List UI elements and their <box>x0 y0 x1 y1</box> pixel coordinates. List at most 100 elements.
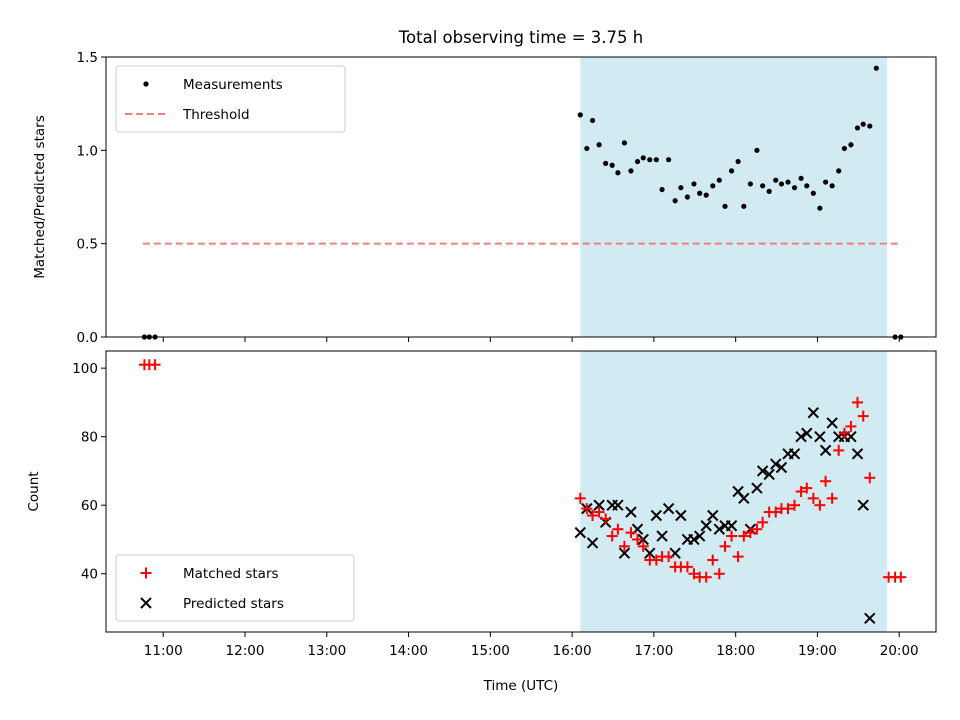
legend-matched-label: Matched stars <box>183 566 279 582</box>
legend-predicted-label: Predicted stars <box>183 596 284 612</box>
x-tick-label: 15:00 <box>471 643 510 659</box>
measurement-point <box>621 140 628 146</box>
predicted-star-point <box>656 530 668 542</box>
matched-star-point <box>681 561 693 573</box>
matched-star-point <box>820 475 832 487</box>
matched-star-point <box>751 523 763 535</box>
legend-x-glyph <box>140 597 152 609</box>
legend-measurements-marker <box>143 81 149 87</box>
predicted-star-point <box>826 417 838 429</box>
measurement-point <box>589 117 596 124</box>
matched-star-point <box>593 506 605 518</box>
x-tick-label: 19:00 <box>798 643 837 659</box>
y-tick-label: 1.0 <box>77 143 98 159</box>
predicted-star-point <box>688 533 700 546</box>
matched-star-point <box>851 396 863 408</box>
ratio-panel: 0.0 0.5 1.0 1.5 Total observing time = 3.75… <box>32 28 937 346</box>
predicted-star-point <box>725 520 738 532</box>
matched-star-point <box>895 571 907 583</box>
measurement-point <box>798 175 804 181</box>
y-tick-label: 0.5 <box>77 237 98 253</box>
count-panel-frame <box>105 350 937 633</box>
matched-star-point <box>632 533 644 545</box>
matched-star-point <box>707 554 719 566</box>
measurement-point <box>778 181 785 187</box>
matched-star-point <box>574 492 586 504</box>
matched-star-point <box>857 410 869 422</box>
measurement-point <box>653 157 659 163</box>
measurement-point <box>754 147 760 153</box>
measurement-point <box>716 177 722 183</box>
measurement-point <box>829 183 835 189</box>
ratio-panel-frame <box>105 56 937 338</box>
predicted-star-point <box>857 499 869 511</box>
measurement-point <box>741 203 747 209</box>
x-tick-label: 16:00 <box>553 643 592 659</box>
measurement-point <box>596 142 602 148</box>
time-x-ticks: 11:00 12:00 13:00 14:00 15:00 16:00 17:00 18:00… <box>144 632 919 659</box>
matched-star-point <box>688 568 700 580</box>
matched-star-point <box>650 554 662 566</box>
measurement-point <box>609 162 615 168</box>
predicted-star-point <box>814 430 826 443</box>
count-panel: 40 60 80 100 11:00 12:00 13:00 14:00 15:00 16:00… <box>26 350 937 694</box>
predicted-star-point <box>650 509 663 522</box>
measurement-point <box>666 157 672 163</box>
y-tick-label: 40 <box>81 567 98 583</box>
predicted-star-point <box>707 509 719 522</box>
y-tick-label: 80 <box>81 430 98 446</box>
measurement-point <box>836 168 842 174</box>
measurement-point <box>728 168 735 174</box>
measurement-point <box>760 183 766 189</box>
predicted-star-point <box>775 461 788 474</box>
y-tick-label: 100 <box>72 361 98 377</box>
predicted-star-point <box>700 520 712 532</box>
measurement-point <box>684 194 691 200</box>
matched-star-point <box>637 540 649 552</box>
measurement-point <box>817 205 823 211</box>
measurement-point <box>860 121 866 127</box>
ratio-legend-box <box>115 65 346 133</box>
matched-star-point <box>738 530 750 542</box>
ratio-y-ticks: 0.0 0.5 1.0 1.5 <box>77 50 106 346</box>
measurement-point <box>640 155 646 161</box>
matched-star-point <box>757 516 769 528</box>
matched-star-point <box>789 499 801 511</box>
x-tick-label: 13:00 <box>307 643 346 659</box>
matched-star-point <box>618 540 630 552</box>
legend-threshold-label: Threshold <box>182 107 250 123</box>
measurement-point <box>577 112 583 118</box>
predicted-star-point <box>625 506 637 518</box>
x-tick-label: 12:00 <box>226 643 265 659</box>
predicted-star-point <box>593 499 605 511</box>
matched-star-point <box>606 530 618 542</box>
matched-star-point <box>726 530 738 542</box>
measurement-point <box>766 188 772 194</box>
measurement-point <box>773 177 779 183</box>
measurement-point <box>615 170 621 176</box>
y-tick-label: 1.5 <box>77 50 98 66</box>
matched-star-point <box>587 509 599 521</box>
measurement-point <box>873 65 879 71</box>
matched-star-point <box>795 486 807 497</box>
matched-star-point <box>625 527 637 539</box>
measurement-point <box>634 158 641 165</box>
x-tick-label: 11:00 <box>144 643 183 659</box>
matched-star-point <box>807 492 819 504</box>
measurement-point <box>672 198 678 204</box>
matched-star-point <box>864 472 876 484</box>
predicted-star-point <box>801 427 813 439</box>
count-legend: Matched stars Predicted stars <box>115 554 355 622</box>
matched-star-point <box>700 571 712 583</box>
matched-star-point <box>814 499 826 511</box>
predicted-star-point <box>807 406 820 419</box>
matched-star-point <box>713 568 725 580</box>
predicted-star-point <box>756 465 769 477</box>
observing-window-shade <box>580 57 887 337</box>
matched-star-point <box>732 551 744 563</box>
matched-star-point <box>581 503 593 515</box>
measurement-point <box>722 203 728 209</box>
predicted-star-point <box>574 526 586 539</box>
predicted-star-point <box>612 499 624 511</box>
